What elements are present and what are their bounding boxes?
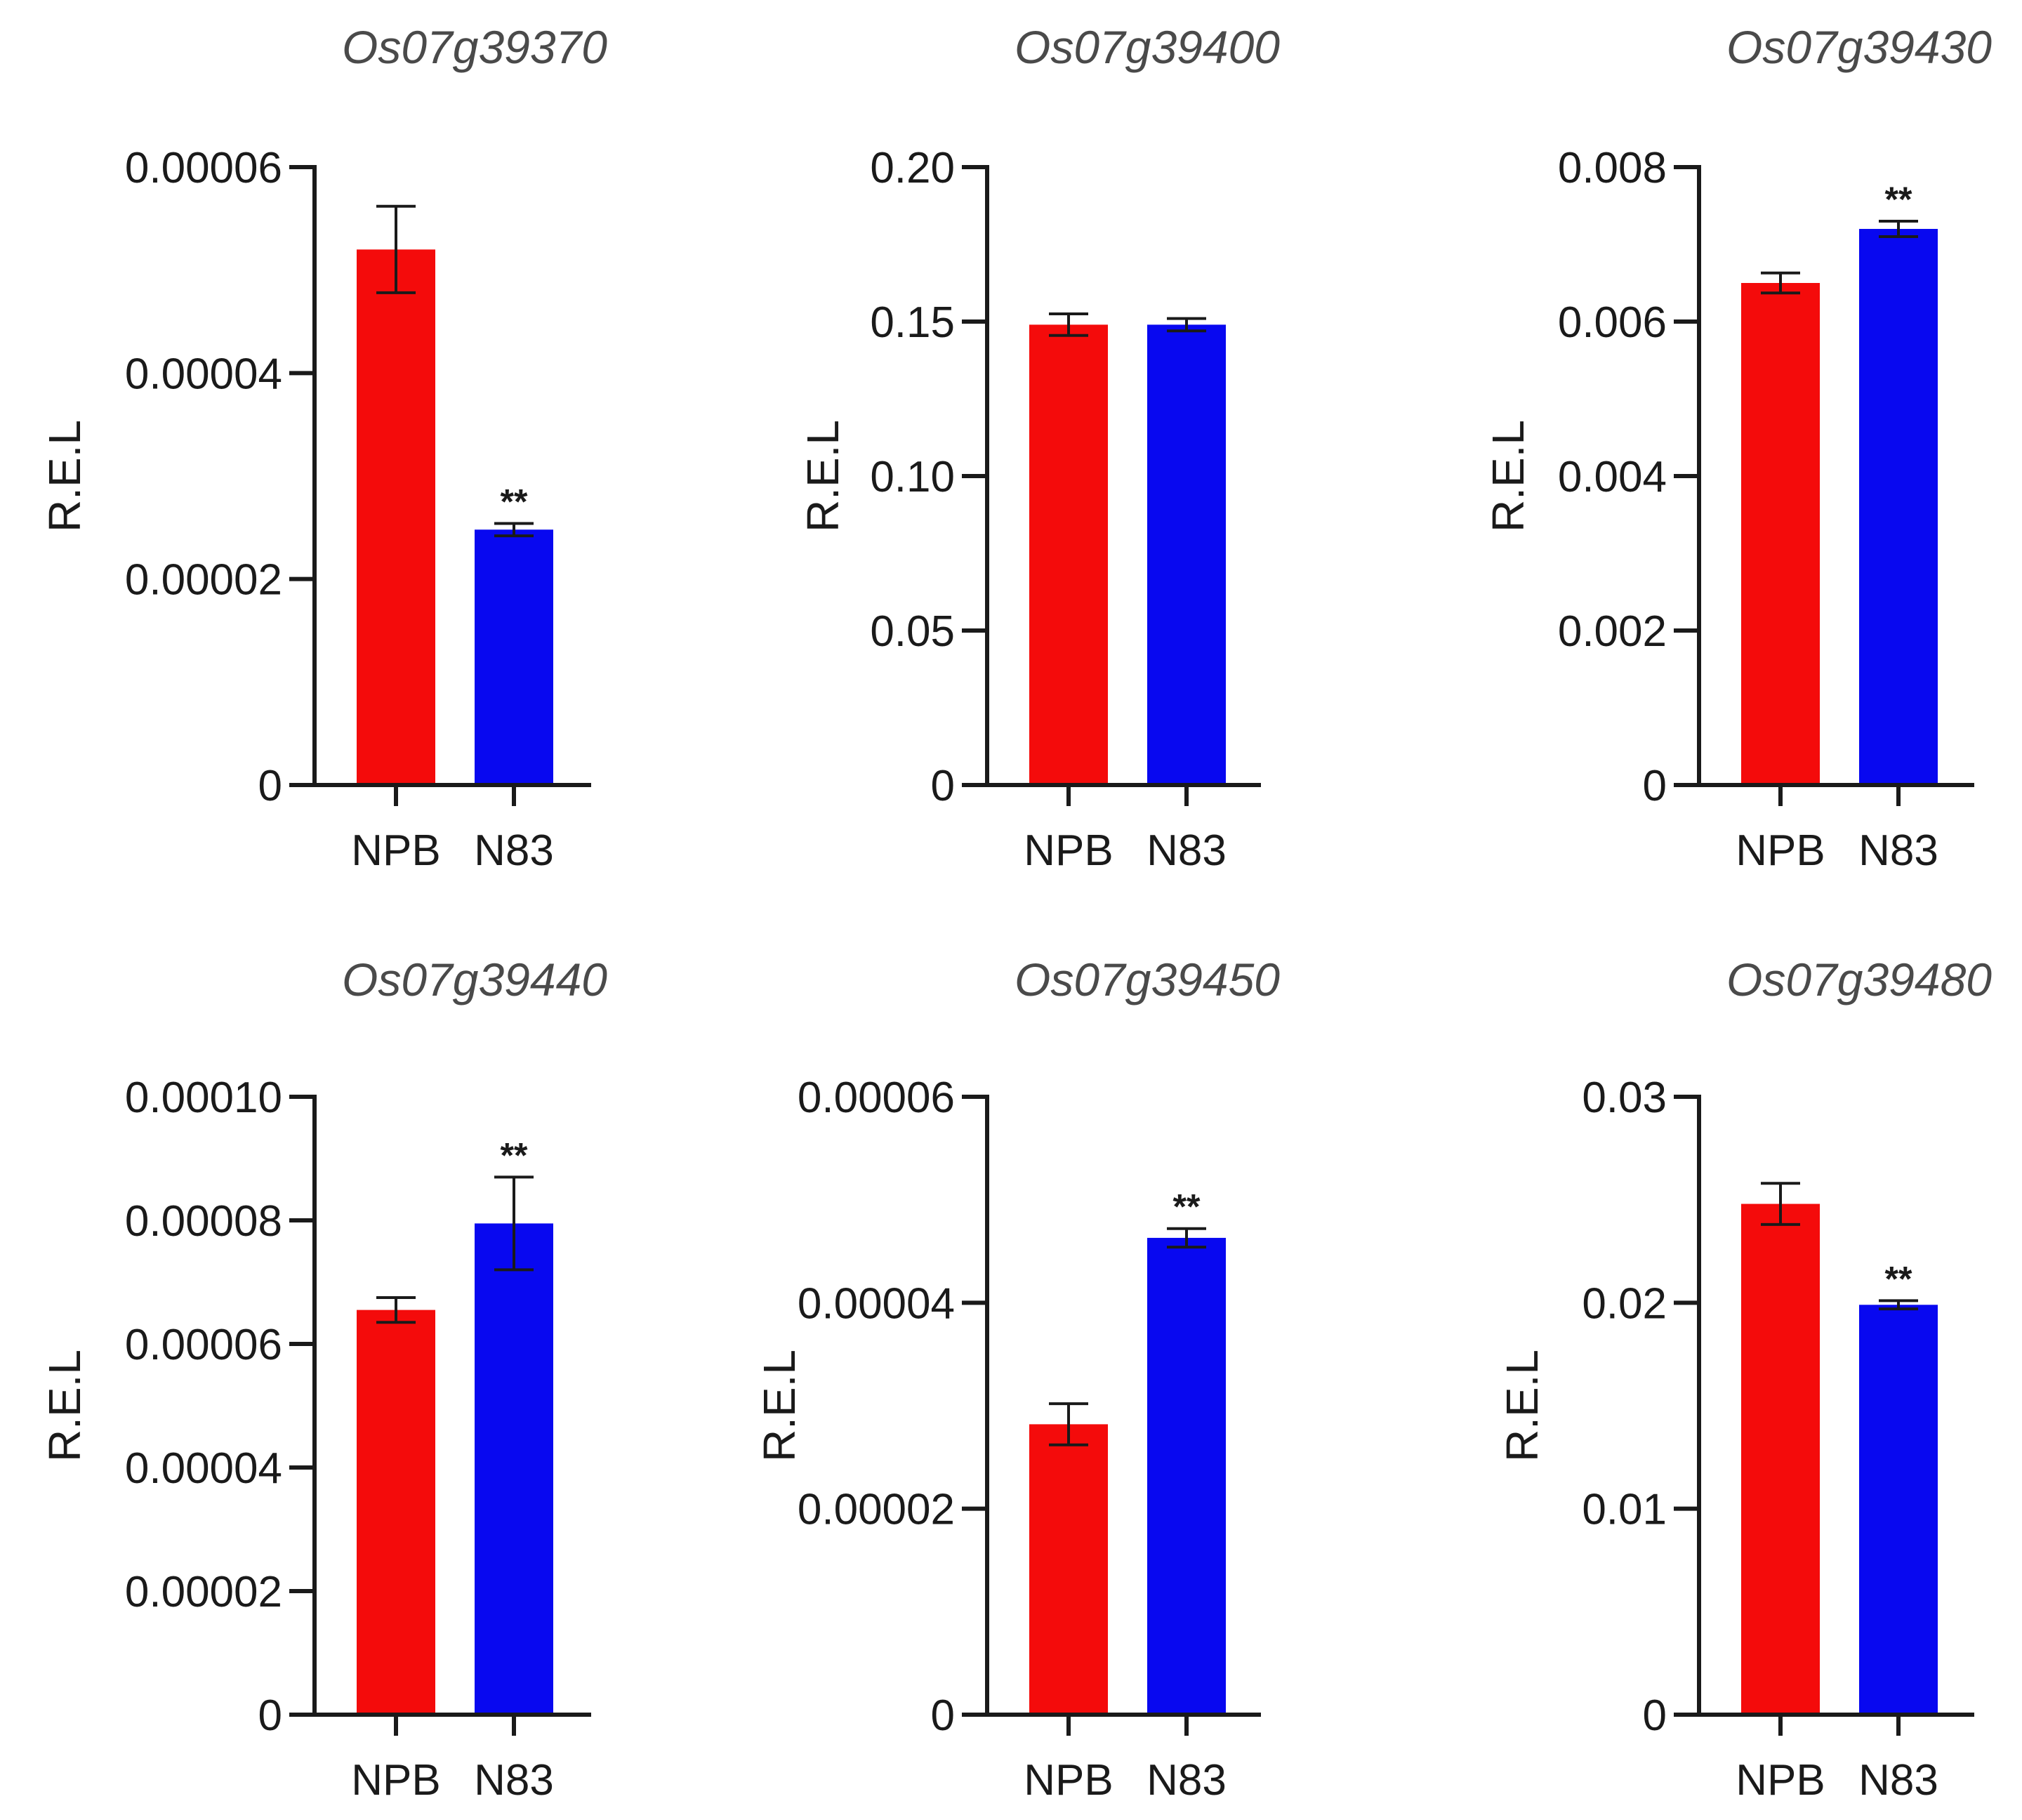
chart-4-y-axis-label: R.E.L — [39, 1350, 90, 1462]
chart-3-y-tick-label: 0.004 — [1558, 453, 1667, 501]
chart-4-bar-npb — [357, 1310, 435, 1715]
chart-2-bar-n83 — [1147, 324, 1226, 785]
chart-6-bar-n83 — [1859, 1305, 1938, 1715]
chart-4-bar-n83 — [475, 1223, 553, 1715]
chart-3-bar-n83 — [1859, 229, 1938, 785]
chart-5-x-tick-label-n83: N83 — [1147, 1756, 1227, 1805]
chart-3-x-tick-label-npb: NPB — [1736, 826, 1825, 875]
chart-1-bar-n83 — [475, 529, 553, 785]
chart-6-y-tick-label: 0.02 — [1582, 1279, 1667, 1328]
chart-5-y-tick-label: 0.00006 — [798, 1074, 955, 1122]
chart-2-bar-npb — [1029, 324, 1108, 785]
chart-6-bar-npb — [1741, 1204, 1820, 1715]
chart-1-y-tick-label: 0.00006 — [125, 144, 282, 192]
chart-2-y-tick-label: 0 — [931, 762, 955, 810]
chart-4-y-tick-label: 0.00008 — [125, 1197, 282, 1246]
chart-2-y-tick-label: 0.05 — [870, 607, 955, 656]
chart-4-y-tick-label: 0.00010 — [125, 1074, 282, 1122]
chart-2-y-tick-label: 0.20 — [870, 144, 955, 192]
chart-1-bar-npb — [357, 249, 435, 785]
chart-5-bar-npb — [1029, 1424, 1108, 1715]
chart-1-significance-n83: ** — [501, 482, 528, 521]
chart-1-x-tick-label-n83: N83 — [474, 826, 554, 875]
chart-3-y-tick-label: 0.002 — [1558, 607, 1667, 656]
chart-1-y-tick-label: 0.00004 — [125, 350, 282, 398]
chart-5-y-tick-label: 0 — [931, 1692, 955, 1740]
chart-5-y-tick-label: 0.00004 — [798, 1279, 955, 1328]
chart-6-x-tick-label-npb: NPB — [1736, 1756, 1825, 1805]
chart-3-y-tick-label: 0.006 — [1558, 298, 1667, 347]
chart-3-y-tick-label: 0 — [1643, 762, 1667, 810]
chart-6-x-tick-label-n83: N83 — [1858, 1756, 1938, 1805]
chart-1-title: Os07g39370 — [342, 21, 607, 73]
chart-4-y-tick-label: 0.00004 — [125, 1444, 282, 1493]
chart-1-y-axis-label: R.E.L — [39, 420, 90, 532]
chart-6-y-tick-label: 0.01 — [1582, 1486, 1667, 1534]
chart-3-bar-npb — [1741, 283, 1820, 785]
chart-4-x-tick-label-n83: N83 — [474, 1756, 554, 1805]
chart-1-x-tick-label-npb: NPB — [351, 826, 440, 875]
chart-1-y-tick-label: 0.00002 — [125, 556, 282, 605]
chart-4-y-tick-label: 0.00006 — [125, 1321, 282, 1369]
chart-2-y-tick-label: 0.10 — [870, 453, 955, 501]
chart-5-bar-n83 — [1147, 1237, 1226, 1715]
chart-4-x-tick-label-npb: NPB — [351, 1756, 440, 1805]
chart-4-title: Os07g39440 — [342, 954, 607, 1005]
chart-5-title: Os07g39450 — [1015, 954, 1280, 1005]
chart-2-x-tick-label-npb: NPB — [1024, 826, 1113, 875]
chart-6-significance-n83: ** — [1885, 1259, 1912, 1298]
chart-4-y-tick-label: 0.00002 — [125, 1568, 282, 1616]
chart-5-y-axis-label: R.E.L — [754, 1350, 805, 1462]
chart-2-y-axis-label: R.E.L — [798, 420, 848, 532]
chart-2-x-tick-label-n83: N83 — [1147, 826, 1227, 875]
chart-2-y-tick-label: 0.15 — [870, 298, 955, 347]
chart-4-y-tick-label: 0 — [258, 1692, 282, 1740]
chart-3-significance-n83: ** — [1885, 180, 1912, 219]
chart-4-significance-n83: ** — [501, 1135, 528, 1175]
chart-3-y-axis-label: R.E.L — [1483, 420, 1533, 532]
chart-3-y-tick-label: 0.008 — [1558, 144, 1667, 192]
chart-3-title: Os07g39430 — [1726, 21, 1992, 73]
chart-6-title: Os07g39480 — [1726, 954, 1992, 1005]
chart-3-x-tick-label-n83: N83 — [1858, 826, 1938, 875]
chart-5-significance-n83: ** — [1173, 1187, 1201, 1227]
chart-1-y-tick-label: 0 — [258, 762, 282, 810]
chart-5-y-tick-label: 0.00002 — [798, 1486, 955, 1534]
chart-6-y-tick-label: 0.03 — [1582, 1074, 1667, 1122]
chart-2-title: Os07g39400 — [1015, 21, 1280, 73]
chart-6-y-tick-label: 0 — [1643, 1692, 1667, 1740]
chart-6-y-axis-label: R.E.L — [1497, 1350, 1547, 1462]
chart-5-x-tick-label-npb: NPB — [1024, 1756, 1113, 1805]
